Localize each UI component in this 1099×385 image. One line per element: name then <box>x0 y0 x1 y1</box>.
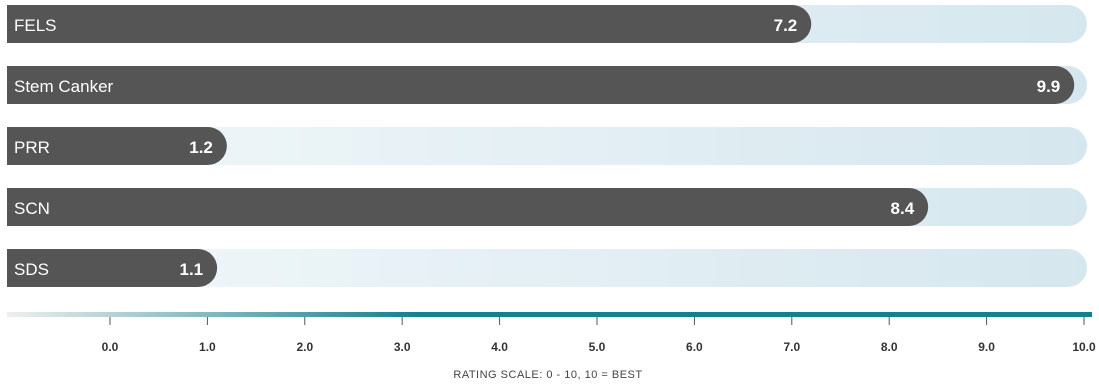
tick-label: 0.0 <box>102 340 119 354</box>
bar-row: PRR 1.2 <box>7 127 1087 165</box>
tick-label: 9.0 <box>978 340 995 354</box>
bar-rows: FELS 7.2 Stem Canker 9.9 PRR 1.2 SCN 8.4 SDS 1.1 <box>7 5 1087 287</box>
bar-track <box>7 249 1087 287</box>
bar-row: Stem Canker 9.9 <box>7 66 1087 104</box>
tick-label: 2.0 <box>296 340 313 354</box>
tick-label: 6.0 <box>686 340 703 354</box>
x-axis: 0.0 1.0 2.0 3.0 4.0 5.0 6.0 7.0 8.0 9.0 10.0 <box>7 312 1096 354</box>
category-label: FELS <box>14 16 57 35</box>
value-label: 1.2 <box>189 138 213 157</box>
bar <box>7 188 929 226</box>
bar <box>7 249 218 287</box>
tick-label: 3.0 <box>394 340 411 354</box>
tick-label: 4.0 <box>491 340 508 354</box>
tick-label: 1.0 <box>199 340 216 354</box>
bar-row: SCN 8.4 <box>7 188 1087 226</box>
tick-label: 8.0 <box>881 340 898 354</box>
category-label: Stem Canker <box>14 77 114 96</box>
value-label: 7.2 <box>774 16 798 35</box>
bar <box>7 127 227 165</box>
category-label: PRR <box>14 138 50 157</box>
tick-label: 7.0 <box>783 340 800 354</box>
value-label: 1.1 <box>179 260 203 279</box>
tick-label: 5.0 <box>589 340 606 354</box>
bar-row: FELS 7.2 <box>7 5 1087 43</box>
bar-track <box>7 127 1087 165</box>
tick-label: 10.0 <box>1072 340 1096 354</box>
category-label: SDS <box>14 260 49 279</box>
bar <box>7 66 1075 104</box>
value-label: 8.4 <box>891 199 915 218</box>
bar <box>7 5 812 43</box>
x-axis-label: RATING SCALE: 0 - 10, 10 = BEST <box>453 369 642 381</box>
category-label: SCN <box>14 199 50 218</box>
value-label: 9.9 <box>1037 77 1061 96</box>
bar-row: SDS 1.1 <box>7 249 1087 287</box>
scale-bar <box>7 312 1092 317</box>
